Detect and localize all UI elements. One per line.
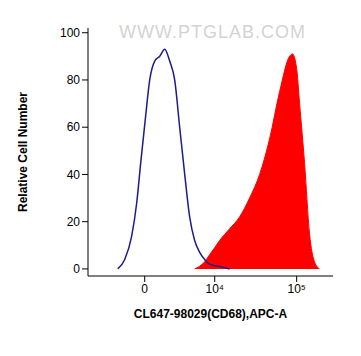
svg-text:10⁴: 10⁴	[205, 282, 224, 296]
svg-text:20: 20	[67, 215, 81, 229]
html-text:WWW.PTGLAB.COM: WWW.PTGLAB.COM	[119, 22, 306, 42]
svg-text:40: 40	[67, 168, 81, 182]
svg-text:60: 60	[67, 120, 81, 134]
svg-text:Relative Cell Number: Relative Cell Number	[16, 92, 30, 212]
svg-text:0: 0	[141, 282, 148, 296]
svg-text:10⁵: 10⁵	[288, 282, 306, 296]
svg-text:0: 0	[73, 262, 80, 276]
svg-text:100: 100	[60, 26, 80, 40]
svg-text:CL647-98029(CD68),APC-A: CL647-98029(CD68),APC-A	[134, 307, 288, 321]
svg-text:80: 80	[67, 73, 81, 87]
